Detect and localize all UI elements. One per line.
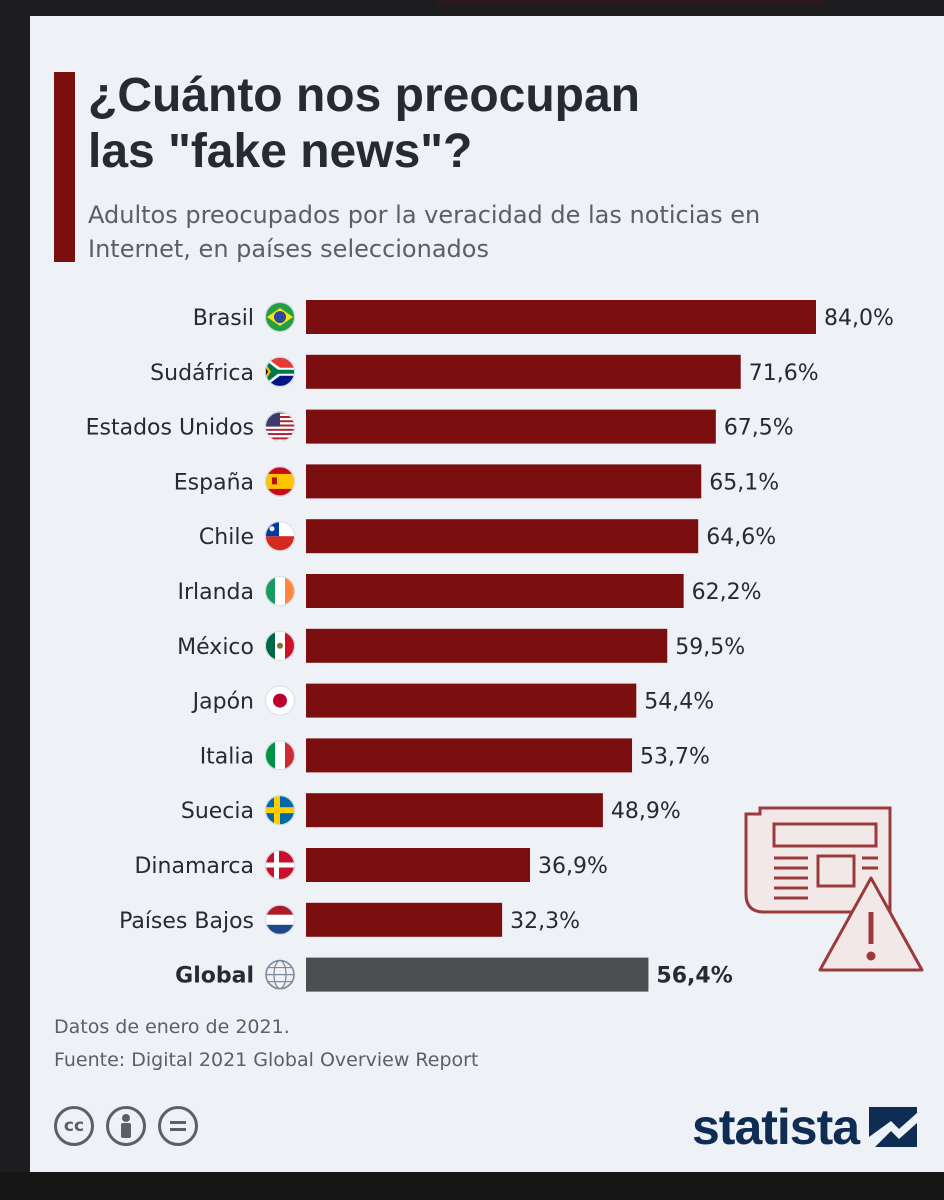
- bar-row: Estados Unidos 67,5%: [86, 409, 794, 444]
- category-label: Italia: [200, 744, 254, 769]
- value-label: 32,3%: [510, 909, 580, 934]
- category-label: Dinamarca: [134, 854, 254, 879]
- source-note: Fuente: Digital 2021 Global Overview Rep…: [54, 1049, 479, 1071]
- bar: [306, 354, 741, 389]
- category-label: Estados Unidos: [86, 416, 254, 441]
- bar-row: Italia 53,7%: [200, 738, 710, 773]
- title-line-2: las "fake news"?: [88, 125, 473, 178]
- statista-logo-icon: [869, 1107, 918, 1147]
- bar-row: Global 56,4%: [175, 957, 733, 992]
- denmark-flag-icon: [265, 850, 295, 880]
- brazil-flag-icon: [265, 302, 295, 332]
- bar-row: México 59,5%: [177, 628, 745, 663]
- category-label: Global: [175, 964, 254, 989]
- bar: [306, 519, 699, 554]
- spain-flag-icon: [265, 466, 295, 497]
- bar: [306, 902, 503, 937]
- category-label: México: [177, 635, 254, 660]
- netherlands-flag-icon: [265, 904, 295, 935]
- bar: [306, 738, 633, 773]
- bar-row: Suecia 48,9%: [181, 793, 681, 828]
- value-label: 64,6%: [706, 525, 776, 550]
- bar: [306, 409, 716, 444]
- value-label: 84,0%: [824, 306, 894, 331]
- cc-icon[interactable]: cc: [54, 1106, 94, 1146]
- bar-row: Países Bajos 32,3%: [119, 902, 580, 937]
- category-label: Suecia: [181, 799, 254, 824]
- title-accent-bar: [54, 72, 75, 262]
- bar-row: Brasil 84,0%: [193, 300, 894, 334]
- bar: [306, 574, 684, 608]
- value-label: 62,2%: [692, 580, 762, 605]
- value-label: 48,9%: [611, 799, 681, 824]
- chart-title: ¿Cuánto nos preocupan las "fake news"?: [88, 68, 640, 180]
- category-label: Chile: [199, 525, 254, 550]
- bar: [306, 957, 649, 992]
- bar: [306, 683, 637, 718]
- bar-row: Chile 64,6%: [199, 519, 776, 554]
- bar-row: Sudáfrica 71,6%: [150, 354, 819, 389]
- bar-row: España 65,1%: [174, 464, 779, 499]
- sweden-flag-icon: [265, 795, 295, 826]
- usa-flag-icon: [265, 411, 295, 442]
- category-label: Países Bajos: [119, 909, 254, 934]
- value-label: 65,1%: [709, 470, 779, 495]
- bar-row: Irlanda 62,2%: [177, 574, 762, 608]
- globe-icon: [265, 959, 295, 990]
- bar: [306, 464, 702, 499]
- title-line-1: ¿Cuánto nos preocupan: [88, 69, 640, 122]
- category-label: Brasil: [193, 306, 254, 331]
- value-label: 59,5%: [675, 635, 745, 660]
- attribution-icon[interactable]: [106, 1106, 146, 1146]
- value-label: 54,4%: [644, 690, 714, 715]
- japan-flag-icon: [265, 685, 295, 716]
- italy-flag-icon: [265, 740, 295, 771]
- value-label: 53,7%: [640, 744, 710, 769]
- background-strip: [436, 0, 826, 5]
- category-label: Japón: [191, 690, 254, 715]
- bar-row: Japón 54,4%: [191, 683, 714, 718]
- value-label: 71,6%: [749, 361, 819, 386]
- ireland-flag-icon: [265, 576, 295, 606]
- infographic-card: ¿Cuánto nos preocupan las "fake news"? A…: [30, 16, 944, 1172]
- statista-logo[interactable]: statista: [692, 1098, 918, 1156]
- license-icons: cc: [54, 1106, 198, 1146]
- mexico-flag-icon: [265, 630, 295, 661]
- bar-row: Dinamarca 36,9%: [134, 848, 608, 882]
- brand-name: statista: [692, 1099, 860, 1155]
- newspaper-warning-icon: [744, 806, 924, 972]
- bar: [306, 300, 816, 334]
- no-derivatives-icon[interactable]: [158, 1106, 198, 1146]
- page-background-below: [0, 1172, 944, 1200]
- bar: [306, 793, 603, 828]
- bar: [306, 848, 531, 882]
- data-date-note: Datos de enero de 2021.: [54, 1016, 290, 1038]
- category-label: Sudáfrica: [150, 361, 254, 386]
- south-africa-flag-icon: [265, 356, 295, 387]
- value-label: 36,9%: [538, 854, 608, 879]
- bar: [306, 628, 668, 663]
- category-label: España: [174, 470, 254, 495]
- value-label: 67,5%: [724, 416, 794, 441]
- bar-chart: Brasil 84,0% Sudáfrica 71,6% Estados Unidos 6…: [86, 300, 894, 992]
- value-label: 56,4%: [656, 964, 732, 989]
- category-label: Irlanda: [177, 580, 254, 605]
- chart-subtitle: Adultos preocupados por la veracidad de …: [88, 201, 761, 263]
- chile-flag-icon: [265, 521, 295, 552]
